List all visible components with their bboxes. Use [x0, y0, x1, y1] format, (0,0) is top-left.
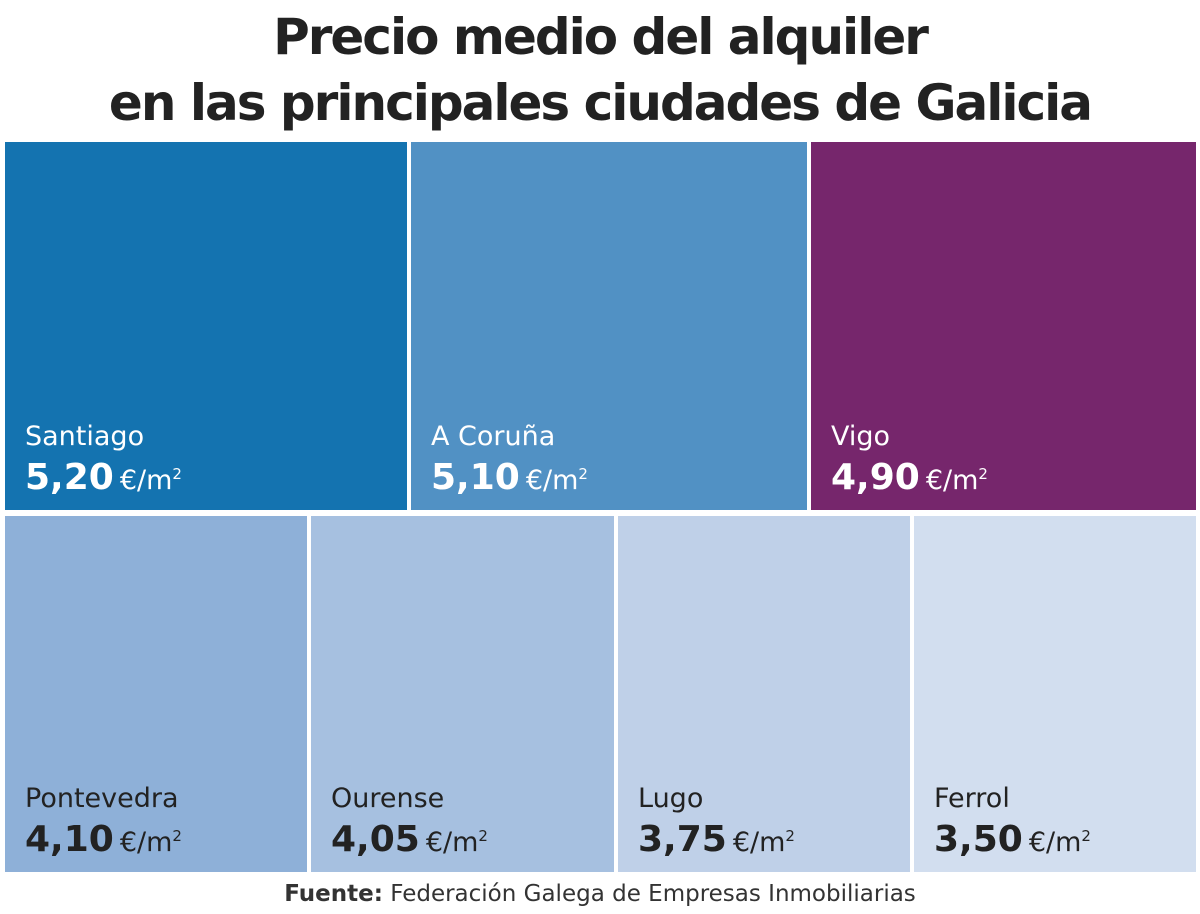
- tile-value-a-coruna: 5,10 €/m2: [431, 458, 588, 501]
- tile-value-pontevedra: 4,10 €/m2: [25, 820, 182, 863]
- tile-ferrol: Ferrol 3,50 €/m2: [914, 516, 1196, 872]
- tile-value-ferrol: 3,50 €/m2: [934, 820, 1091, 863]
- tile-lugo: Lugo 3,75 €/m2: [618, 516, 910, 872]
- chart-title-line-2: en las principales ciudades de Galicia: [108, 74, 1093, 132]
- value-unit: €/m2: [119, 827, 182, 858]
- tile-a-coruna: A Coruña 5,10 €/m2: [411, 142, 807, 510]
- value-number: 5,20: [25, 457, 114, 498]
- source-label: Fuente:: [284, 881, 383, 907]
- value-number: 4,90: [831, 457, 920, 498]
- tile-label-vigo: Vigo: [831, 421, 891, 452]
- tile-santiago: Santiago 5,20 €/m2: [5, 142, 407, 510]
- tile-ourense: Ourense 4,05 €/m2: [311, 516, 614, 872]
- source-text: Federación Galega de Empresas Inmobiliar…: [390, 881, 916, 907]
- value-number: 3,75: [638, 819, 727, 860]
- value-unit: €/m2: [1028, 827, 1091, 858]
- tile-value-vigo: 4,90 €/m2: [831, 458, 988, 501]
- value-unit: €/m2: [732, 827, 795, 858]
- value-number: 4,05: [331, 819, 420, 860]
- tile-value-santiago: 5,20 €/m2: [25, 458, 182, 501]
- tile-value-ourense: 4,05 €/m2: [331, 820, 488, 863]
- tile-vigo: Vigo 4,90 €/m2: [811, 142, 1196, 510]
- tile-label-santiago: Santiago: [25, 421, 145, 452]
- value-number: 4,10: [25, 819, 114, 860]
- value-unit: €/m2: [525, 465, 588, 496]
- value-unit: €/m2: [425, 827, 488, 858]
- source-note: Fuente: Federación Galega de Empresas In…: [0, 880, 1200, 908]
- tile-label-a-coruna: A Coruña: [431, 421, 556, 452]
- value-number: 3,50: [934, 819, 1023, 860]
- tile-label-ourense: Ourense: [331, 783, 445, 814]
- value-number: 5,10: [431, 457, 520, 498]
- tile-label-pontevedra: Pontevedra: [25, 783, 179, 814]
- tile-label-ferrol: Ferrol: [934, 783, 1010, 814]
- tile-value-lugo: 3,75 €/m2: [638, 820, 795, 863]
- value-unit: €/m2: [925, 465, 988, 496]
- value-unit: €/m2: [119, 465, 182, 496]
- tile-pontevedra: Pontevedra 4,10 €/m2: [5, 516, 307, 872]
- chart-title-line-1: Precio medio del alquiler: [273, 8, 929, 66]
- tile-label-lugo: Lugo: [638, 783, 704, 814]
